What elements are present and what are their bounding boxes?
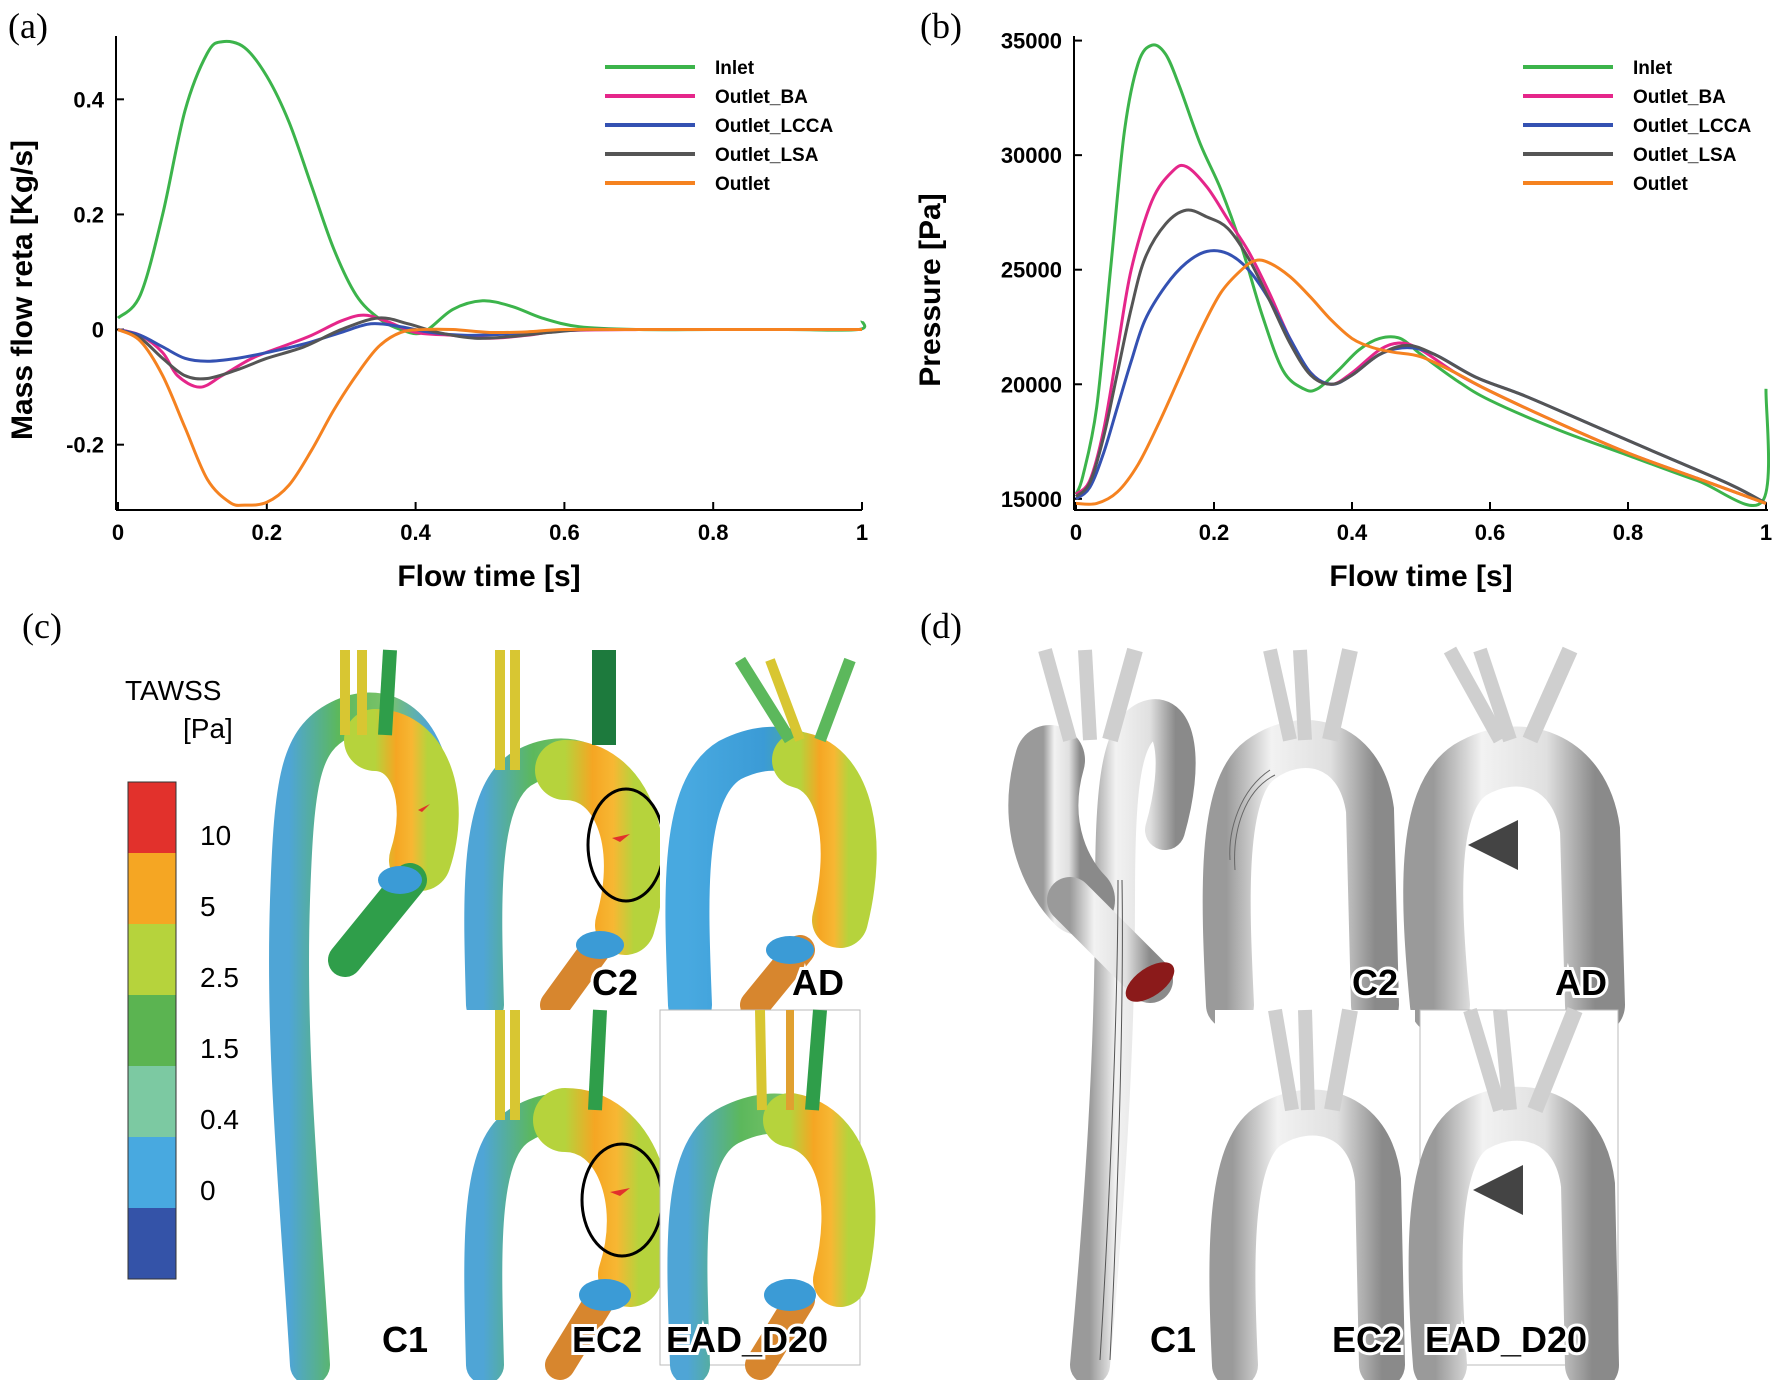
- series-line-outlet: [117, 327, 862, 507]
- series-line-inlet: [1074, 43, 1770, 508]
- colorbar-unit: [Pa]: [183, 713, 233, 744]
- model-ad-tawss: [660, 650, 877, 1027]
- label-ead-d20: EAD_D20: [666, 1319, 828, 1360]
- legend-label: Outlet_BA: [715, 87, 808, 108]
- colorbar-swatch: [128, 924, 176, 995]
- x-tick-label: 0.8: [1613, 520, 1644, 545]
- series-line-outlet-lsa: [1074, 208, 1767, 505]
- model-ad-streamlines: [1403, 646, 1625, 1035]
- mass-flow-chart: 0 0.2 0.4 0.6 0.8 1 -0.2 0 0.2 0.4 Inlet Outlet_BA…: [6, 36, 868, 593]
- colorbar-swatch: [128, 853, 176, 924]
- colorbar-swatch: [128, 995, 176, 1066]
- legend-label: Outlet_LSA: [1633, 145, 1737, 166]
- label-d-c2: C2: [1352, 962, 1398, 1003]
- colorbar-label: 0.4: [200, 1104, 239, 1135]
- x-tick-label: 0.4: [1337, 520, 1368, 545]
- x-tick-label: 0.2: [252, 520, 283, 545]
- chart-a-x-label: Flow time [s]: [397, 560, 580, 593]
- colorbar-swatch: [128, 1208, 176, 1279]
- label-c2: C2: [592, 962, 638, 1003]
- series-line-outlet-ba: [1074, 163, 1767, 505]
- colorbar-frame: [127, 781, 177, 1280]
- model-ead-d20-streamlines: [1408, 1007, 1619, 1380]
- model-c1-tawss: [269, 649, 459, 1380]
- model-ec2-streamlines: [1209, 1008, 1415, 1380]
- series-line-outlet: [1075, 258, 1767, 506]
- pressure-chart: 0 0.2 0.4 0.6 0.8 11500020000250003000035000 …: [914, 29, 1772, 593]
- legend-label: Inlet: [1633, 58, 1673, 79]
- legend-label: Outlet_LSA: [715, 145, 819, 166]
- y-tick-label: 35000: [1001, 29, 1062, 54]
- colorbar-swatch: [128, 782, 176, 853]
- label-d-ead-d20: EAD_D20: [1425, 1319, 1587, 1360]
- y-tick-label: 0.2: [73, 202, 104, 227]
- streamline-panel: C1 C2 AD EC2 EAD_D20: [1008, 646, 1625, 1380]
- model-c2-streamlines: [1202, 648, 1399, 1029]
- y-tick-label: 0: [92, 318, 104, 343]
- label-d-ec2: EC2: [1332, 1319, 1402, 1360]
- colorbar-label: 0: [200, 1175, 216, 1206]
- panel-label-c: (c): [22, 606, 62, 646]
- legend-label: Outlet_LCCA: [1633, 116, 1752, 137]
- chart-b-y-label: Pressure [Pa]: [914, 193, 947, 386]
- x-tick-label: 0.2: [1199, 520, 1230, 545]
- label-d-ad: AD: [1555, 962, 1607, 1003]
- panel-label-a: (a): [8, 6, 48, 46]
- y-tick-label: 30000: [1001, 143, 1062, 168]
- colorbar-swatch: [128, 1066, 176, 1137]
- x-tick-label: 1: [856, 520, 868, 545]
- colorbar-label: 2.5: [200, 962, 239, 993]
- legend-label: Outlet_LCCA: [715, 116, 834, 137]
- legend-label: Outlet_BA: [1633, 87, 1726, 108]
- model-ec2-tawss: [460, 1009, 671, 1380]
- legend-label: Inlet: [715, 58, 755, 79]
- colorbar-swatch: [128, 1137, 176, 1208]
- colorbar-title: TAWSS: [125, 675, 221, 706]
- panel-label-b: (b): [920, 6, 962, 46]
- model-c1-streamlines: [1008, 647, 1196, 1380]
- colorbar-label: 1.5: [200, 1033, 239, 1064]
- y-tick-label: 25000: [1001, 258, 1062, 283]
- legend-label: Outlet: [715, 174, 771, 195]
- x-tick-label: 0.6: [549, 520, 580, 545]
- x-tick-label: 0: [112, 520, 124, 545]
- chart-a-y-label: Mass flow reta [Kg/s]: [6, 140, 39, 440]
- colorbar-label: 5: [200, 891, 216, 922]
- series-line-outlet-ba: [117, 313, 862, 389]
- x-tick-label: 1: [1760, 520, 1772, 545]
- colorbar: 10 5 2.5 1.5 0.4 0: [127, 781, 239, 1280]
- tawss-panel: TAWSS [Pa] 10 5 2.5 1.5 0.4 0: [125, 649, 877, 1380]
- x-tick-label: 0.8: [698, 520, 729, 545]
- legend-label: Outlet: [1633, 174, 1689, 195]
- x-tick-label: 0.4: [400, 520, 431, 545]
- colorbar-label: 10: [200, 820, 231, 851]
- label-d-c1: C1: [1150, 1319, 1196, 1360]
- panel-label-d: (d): [920, 606, 962, 646]
- label-ec2: EC2: [572, 1319, 642, 1360]
- y-tick-label: 0.4: [73, 87, 104, 112]
- label-c1: C1: [382, 1319, 428, 1360]
- x-tick-label: 0.6: [1475, 520, 1506, 545]
- chart-b-x-label: Flow time [s]: [1329, 560, 1512, 593]
- y-tick-label: 20000: [1001, 372, 1062, 397]
- y-tick-label: 15000: [1001, 487, 1062, 512]
- model-ead-d20-tawss: [659, 1009, 876, 1380]
- y-tick-label: -0.2: [66, 433, 104, 458]
- model-c2-tawss: [460, 650, 666, 1024]
- x-tick-label: 0: [1070, 520, 1082, 545]
- label-ad: AD: [792, 962, 844, 1003]
